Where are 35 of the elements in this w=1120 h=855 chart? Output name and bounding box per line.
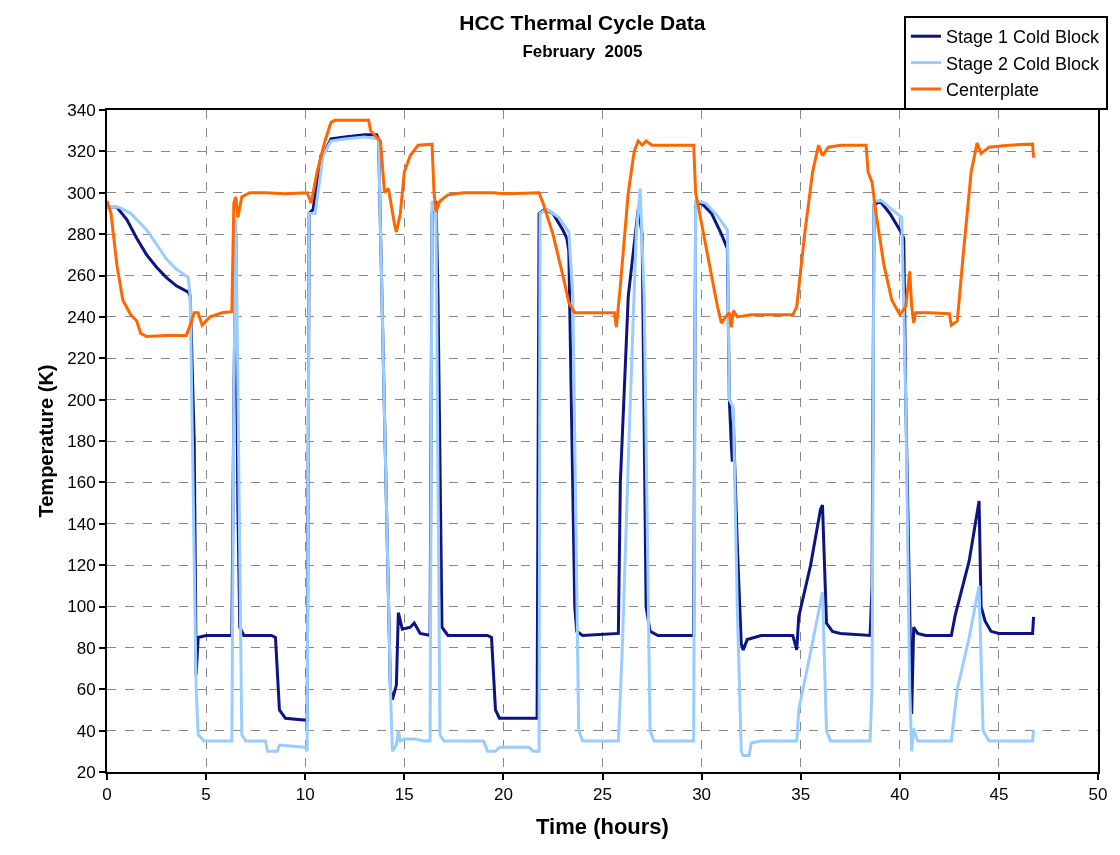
legend-label: Stage 2 Cold Block (945, 53, 1100, 74)
y-tick-label: 120 (67, 556, 96, 576)
x-tick-label: 50 (1088, 785, 1108, 805)
y-axis-title: Temperature (K) (35, 364, 58, 518)
x-tick-label: 15 (394, 785, 414, 805)
y-tick-label: 160 (67, 473, 96, 493)
x-tick-label: 25 (593, 785, 612, 805)
x-tick-label: 10 (295, 785, 315, 805)
x-tick-label: 45 (989, 785, 1009, 805)
x-tick-label: 20 (493, 785, 513, 805)
y-tick-label: 60 (76, 680, 96, 700)
chart-title: HCC Thermal Cycle Data (459, 10, 706, 34)
y-tick-label: 80 (76, 638, 96, 658)
y-tick-label: 240 (67, 307, 96, 327)
y-tick-label: 100 (67, 597, 96, 617)
x-tick-label: 0 (102, 785, 112, 805)
y-tick-label: 280 (67, 225, 96, 245)
y-tick-label: 20 (76, 762, 96, 782)
y-tick-label: 300 (67, 183, 96, 203)
x-tick-label: 5 (201, 785, 211, 805)
x-axis-title: Time (hours) (536, 813, 669, 839)
x-tick-label: 30 (692, 785, 712, 805)
y-tick-label: 40 (76, 721, 96, 741)
chart-subtitle: February 2005 (522, 42, 643, 62)
x-tick-label: 35 (791, 785, 811, 805)
y-tick-label: 220 (67, 349, 96, 369)
y-tick-label: 200 (67, 390, 96, 410)
legend-label: Stage 1 Cold Block (945, 27, 1100, 48)
y-tick-label: 340 (67, 100, 96, 120)
legend-label: Centerplate (945, 80, 1039, 101)
y-tick-label: 260 (67, 266, 96, 286)
y-tick-label: 140 (67, 514, 96, 534)
x-tick-label: 40 (890, 785, 910, 805)
y-tick-label: 320 (67, 142, 96, 162)
y-tick-label: 180 (67, 431, 96, 451)
